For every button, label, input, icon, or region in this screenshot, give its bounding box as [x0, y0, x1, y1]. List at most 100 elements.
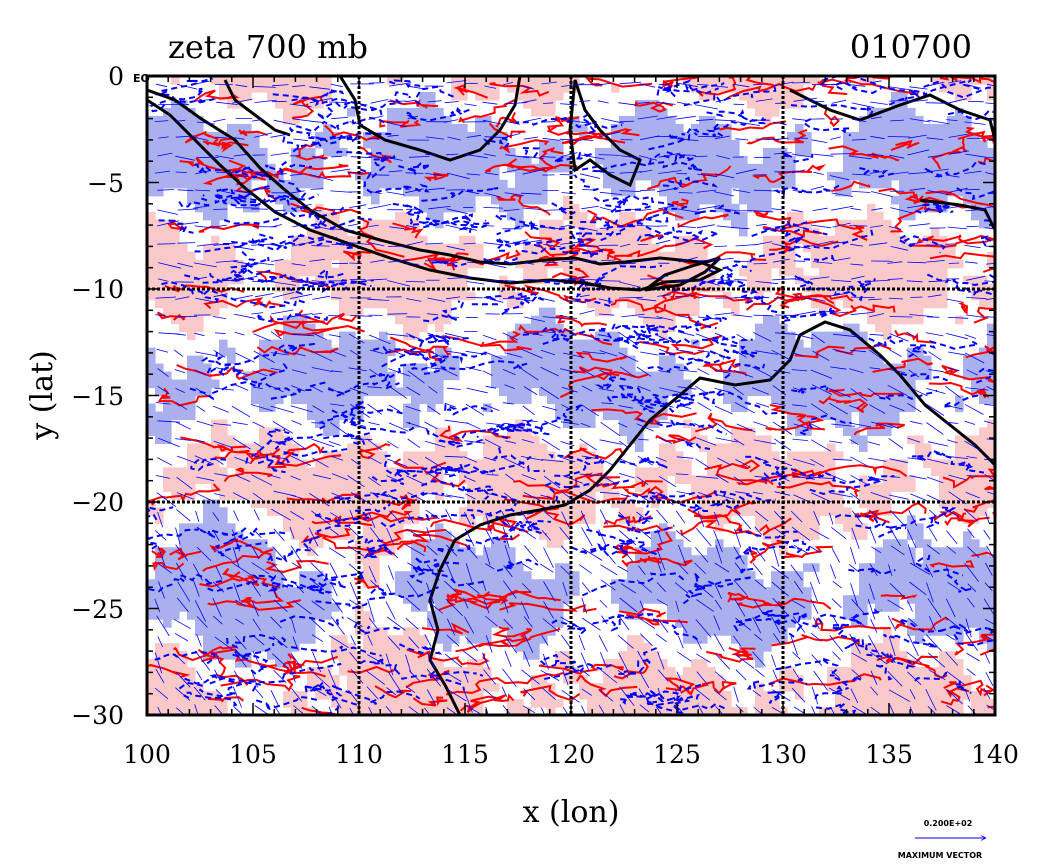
field-cell — [491, 555, 500, 564]
field-cell — [963, 547, 972, 556]
field-cell — [915, 675, 924, 684]
field-cell — [987, 291, 995, 301]
field-cell — [347, 283, 356, 293]
field-cell — [179, 395, 188, 405]
field-cell — [435, 619, 444, 628]
field-cell — [635, 123, 644, 133]
field-cell — [147, 227, 156, 237]
field-cell — [851, 299, 860, 309]
field-cell — [451, 155, 460, 165]
field-cell — [427, 403, 436, 413]
field-cell — [323, 251, 332, 261]
field-cell — [971, 459, 980, 468]
field-cell — [371, 283, 380, 293]
field-cell — [723, 571, 732, 580]
field-cell — [667, 603, 676, 612]
field-cell — [803, 483, 812, 492]
field-cell — [451, 179, 460, 189]
field-cell — [587, 347, 596, 357]
field-cell — [859, 563, 868, 572]
field-cell — [515, 371, 524, 381]
field-cell — [163, 619, 172, 628]
field-cell — [315, 467, 324, 476]
field-cell — [291, 467, 300, 476]
field-cell — [955, 451, 964, 460]
field-cell — [203, 363, 212, 373]
field-cell — [211, 459, 220, 468]
field-cell — [859, 419, 868, 429]
field-cell — [787, 531, 796, 540]
field-cell — [187, 395, 196, 405]
field-cell — [147, 403, 156, 413]
field-cell — [251, 643, 260, 652]
field-cell — [419, 483, 428, 492]
field-cell — [563, 243, 572, 253]
field-cell — [619, 579, 628, 588]
field-cell — [691, 435, 700, 445]
field-cell — [971, 139, 980, 149]
field-cell — [251, 483, 260, 492]
field-cell — [411, 155, 420, 165]
field-cell — [875, 683, 884, 692]
field-cell — [611, 587, 620, 596]
field-cell — [507, 147, 516, 157]
field-cell — [147, 595, 156, 604]
field-cell — [187, 179, 196, 189]
field-cell — [395, 163, 404, 173]
field-cell — [539, 99, 548, 109]
field-cell — [291, 475, 300, 484]
field-cell — [755, 595, 764, 604]
field-cell — [659, 659, 668, 668]
field-cell — [163, 139, 172, 149]
field-cell — [683, 211, 692, 221]
field-cell — [907, 115, 916, 125]
field-cell — [395, 315, 404, 325]
field-cell — [355, 515, 364, 524]
field-cell — [971, 515, 980, 524]
field-cell — [651, 659, 660, 668]
field-cell — [211, 555, 220, 564]
field-cell — [483, 179, 492, 189]
field-cell — [403, 651, 412, 660]
field-cell — [987, 371, 995, 381]
field-cell — [499, 275, 508, 285]
field-cell — [235, 579, 244, 588]
field-cell — [627, 379, 636, 389]
field-cell — [195, 171, 204, 181]
field-cell — [699, 83, 708, 93]
field-cell — [611, 579, 620, 588]
field-cell — [219, 539, 228, 548]
field-cell — [387, 483, 396, 492]
field-cell — [459, 611, 468, 620]
field-cell — [171, 227, 180, 237]
field-cell — [763, 387, 772, 397]
field-cell — [787, 523, 796, 532]
field-cell — [267, 467, 276, 476]
field-cell — [427, 123, 436, 133]
field-cell — [579, 443, 588, 453]
field-cell — [251, 499, 260, 508]
field-cell — [643, 683, 652, 692]
field-cell — [939, 155, 948, 165]
field-cell — [659, 531, 668, 540]
field-cell — [771, 451, 780, 460]
field-cell — [651, 171, 660, 181]
field-cell — [947, 499, 956, 508]
field-cell — [371, 651, 380, 660]
field-cell — [523, 267, 532, 277]
field-cell — [883, 107, 892, 117]
field-cell — [387, 531, 396, 540]
field-cell — [875, 291, 884, 301]
field-cell — [331, 227, 340, 237]
field-cell — [595, 155, 604, 165]
field-cell — [867, 179, 876, 189]
field-cell — [219, 507, 228, 516]
field-cell — [883, 315, 892, 325]
field-cell — [507, 283, 516, 293]
field-cell — [531, 171, 540, 181]
field-cell — [939, 595, 948, 604]
field-cell — [523, 451, 532, 460]
field-cell — [883, 131, 892, 141]
field-cell — [963, 563, 972, 572]
field-cell — [371, 499, 380, 508]
